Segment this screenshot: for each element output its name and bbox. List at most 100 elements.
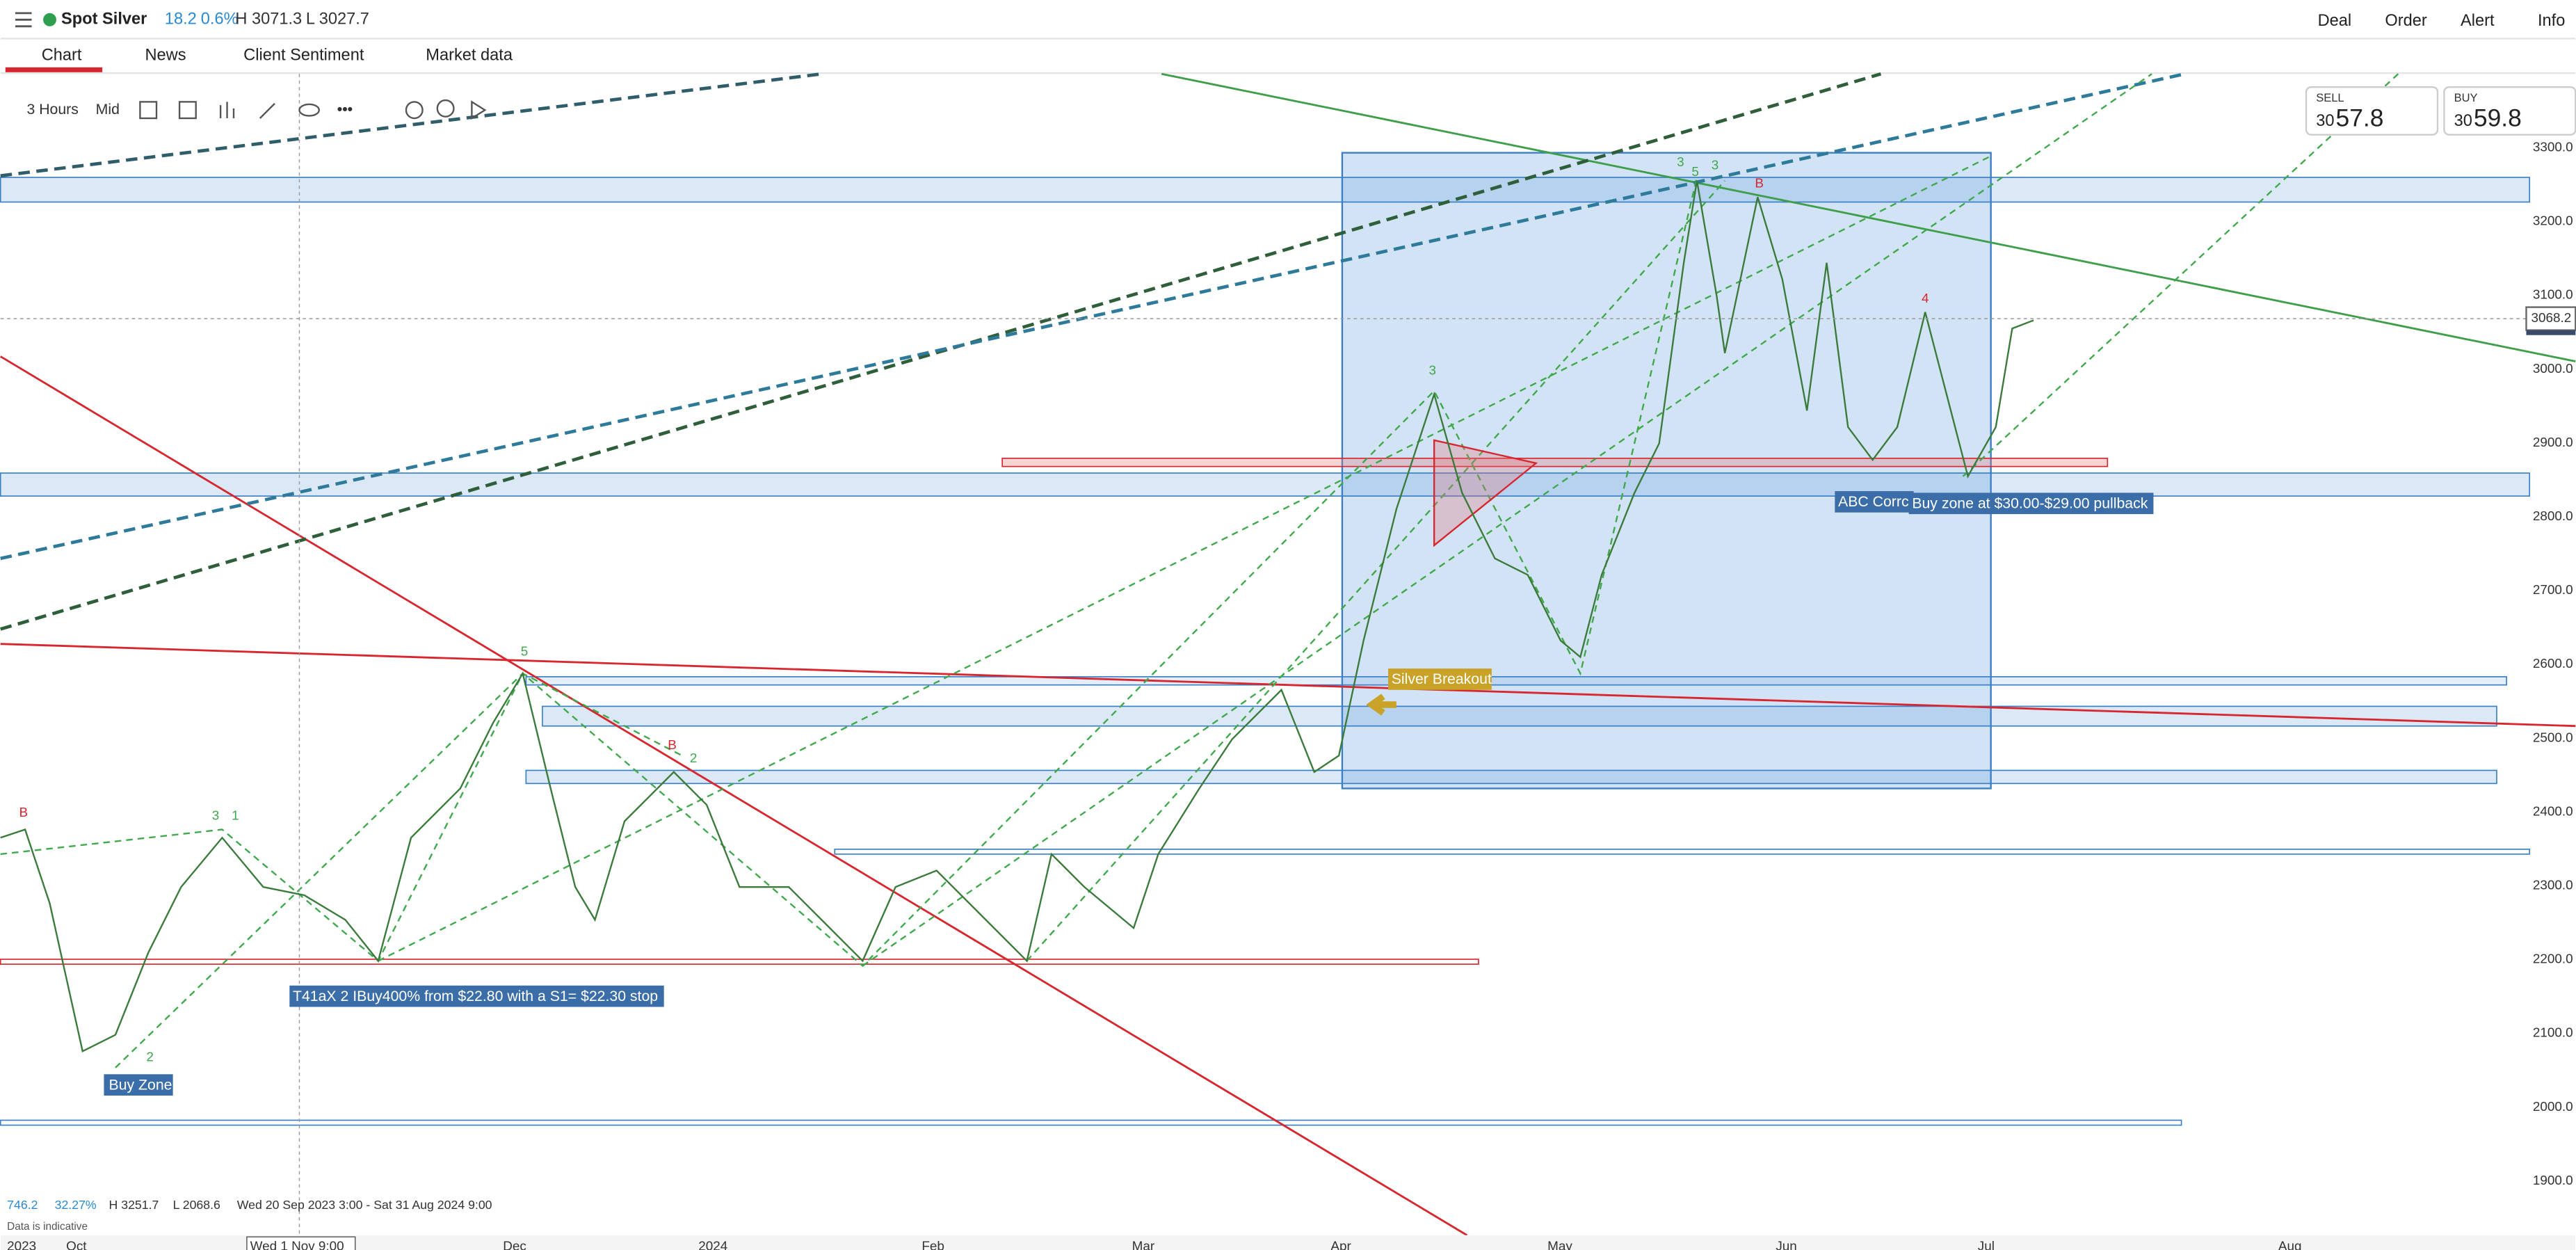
tabs: Chart News Client Sentiment Market data <box>0 47 2576 74</box>
wave-label: 3 <box>1429 364 1437 378</box>
label-box <box>1388 668 1492 690</box>
tab[interactable]: Chart <box>42 47 82 65</box>
buy-prefix: 30 <box>2454 112 2472 130</box>
price-type[interactable]: Mid <box>96 101 120 118</box>
date-tick-label: Mar <box>1132 1239 1155 1250</box>
annotation: Buy zone at $30.00-$29.00 pullback <box>1912 495 2148 512</box>
price-tick-label: 2100.0 <box>2533 1026 2573 1041</box>
action[interactable]: Alert <box>2461 12 2495 30</box>
label-box <box>289 985 664 1007</box>
date-tick-label: Oct <box>66 1239 87 1250</box>
price-tick-label: 2000.0 <box>2533 1100 2573 1114</box>
date-tick-label: Jul <box>1978 1239 1995 1250</box>
quote: SELL 30 57.8 BUY 30 59.8 <box>2305 86 2576 136</box>
footer: 746.2 32.27% H 3251.7 L 2068.6 Wed 20 Se… <box>7 1198 492 1233</box>
date-tick-label: 2023 <box>7 1239 36 1250</box>
action[interactable]: Info <box>2538 12 2565 30</box>
wave-label: B <box>19 806 28 820</box>
low: L 3027.7 <box>306 10 369 29</box>
price-tick-label: 3300.0 <box>2533 141 2573 155</box>
zone <box>525 769 2497 785</box>
wave-labels: B 3 1 2 5 B 2 3 3 5 3 B 4 <box>19 155 1929 1065</box>
price-tick-label: 2800.0 <box>2533 509 2573 524</box>
tab[interactable]: Client Sentiment <box>243 47 364 65</box>
crosshair-date-box <box>246 1236 356 1250</box>
tab[interactable]: Market data <box>426 47 513 65</box>
price-tick-label: 2600.0 <box>2533 657 2573 671</box>
zone <box>0 959 1479 965</box>
price-tick-label: 2900.0 <box>2533 435 2573 450</box>
buy-label: BUY <box>2454 91 2478 104</box>
price-tick-label: 2700.0 <box>2533 583 2573 598</box>
date-tick-label: Aug <box>2278 1239 2302 1250</box>
label-box <box>1835 491 1914 513</box>
current-price-box <box>2525 306 2576 331</box>
date-tick-label: May <box>1547 1239 1572 1250</box>
status-dot <box>43 13 56 26</box>
buy-price: 59.8 <box>2474 104 2522 132</box>
current-price: 3068.2 <box>2531 311 2572 326</box>
price-tick-label: 3100.0 <box>2533 288 2573 303</box>
sell-price: 57.8 <box>2336 104 2384 132</box>
note: Data is indicative <box>7 1221 88 1233</box>
date-tick-label: Apr <box>1330 1239 1351 1250</box>
price-tick-label: 1900.0 <box>2533 1173 2573 1188</box>
price-tick-label: 2200.0 <box>2533 952 2573 967</box>
trendline <box>1161 72 2576 362</box>
wave-label: 2 <box>146 1050 154 1065</box>
price-marker <box>2526 330 2576 335</box>
range-pct: 32.27% <box>55 1198 97 1212</box>
price-tick-label: 2300.0 <box>2533 878 2573 892</box>
tab[interactable]: News <box>145 47 186 65</box>
date-tick-label: Feb <box>921 1239 944 1250</box>
chart-drawings <box>0 72 2576 1236</box>
range: 746.2 <box>7 1198 38 1212</box>
low: L 2068.6 <box>173 1198 220 1212</box>
annotation: ABC Corrc <box>1838 493 1909 510</box>
price-tick-label: 2400.0 <box>2533 804 2573 819</box>
wave-label: B <box>668 738 677 753</box>
more[interactable]: ••• <box>337 101 353 118</box>
buy-button[interactable] <box>2443 86 2576 136</box>
toolbar: 3 Hours Mid ••• <box>26 99 487 120</box>
interval[interactable]: 3 Hours <box>26 101 78 118</box>
price-axis: 3068.2 3300.0 3200.0 3100.0 3000.0 2900.0 280… <box>2525 141 2576 1188</box>
zone <box>834 849 2531 855</box>
action[interactable]: Deal <box>2318 12 2352 30</box>
wave-label: 3 <box>1677 155 1684 170</box>
trendline <box>0 72 2185 561</box>
sell-button[interactable] <box>2305 86 2439 136</box>
trendline <box>0 355 1468 1236</box>
symbol[interactable]: Spot Silver <box>61 10 147 29</box>
wave-label: 5 <box>1691 165 1699 179</box>
zone <box>1001 457 2109 467</box>
arrow <box>1366 694 1396 716</box>
zone <box>0 472 2531 497</box>
label-box <box>104 1074 173 1096</box>
date-tick-label: Dec <box>503 1239 526 1250</box>
zone <box>525 676 2507 686</box>
annotation: Buy Zone <box>109 1076 172 1093</box>
change-pct: 0.6% <box>201 10 239 29</box>
tool-icons[interactable] <box>139 99 487 120</box>
annotation: T41aX 2 IBuy400% from $22.80 with a S1= … <box>293 988 658 1004</box>
header: Spot Silver 18.2 0.6% H 3071.3 L 3027.7 … <box>0 10 2576 40</box>
date-tick-label: 2024 <box>698 1239 727 1250</box>
annotation: Silver Breakout <box>1392 671 1492 687</box>
trendline <box>0 72 822 178</box>
wave-label: 2 <box>690 751 698 766</box>
action[interactable]: Order <box>2385 12 2426 30</box>
menu-icon[interactable] <box>15 12 32 28</box>
wave-label: 1 <box>232 809 239 824</box>
price-tick-label: 3200.0 <box>2533 214 2573 229</box>
sell-prefix: 30 <box>2316 112 2334 130</box>
wave-label: 5 <box>521 644 528 659</box>
date-tick-label: Jun <box>1776 1239 1796 1250</box>
wave-label: 3 <box>1712 158 1719 173</box>
period: Wed 20 Sep 2023 3:00 - Sat 31 Aug 2024 9… <box>237 1198 492 1212</box>
price-line <box>0 180 2034 1053</box>
wave-label: B <box>1755 176 1764 191</box>
